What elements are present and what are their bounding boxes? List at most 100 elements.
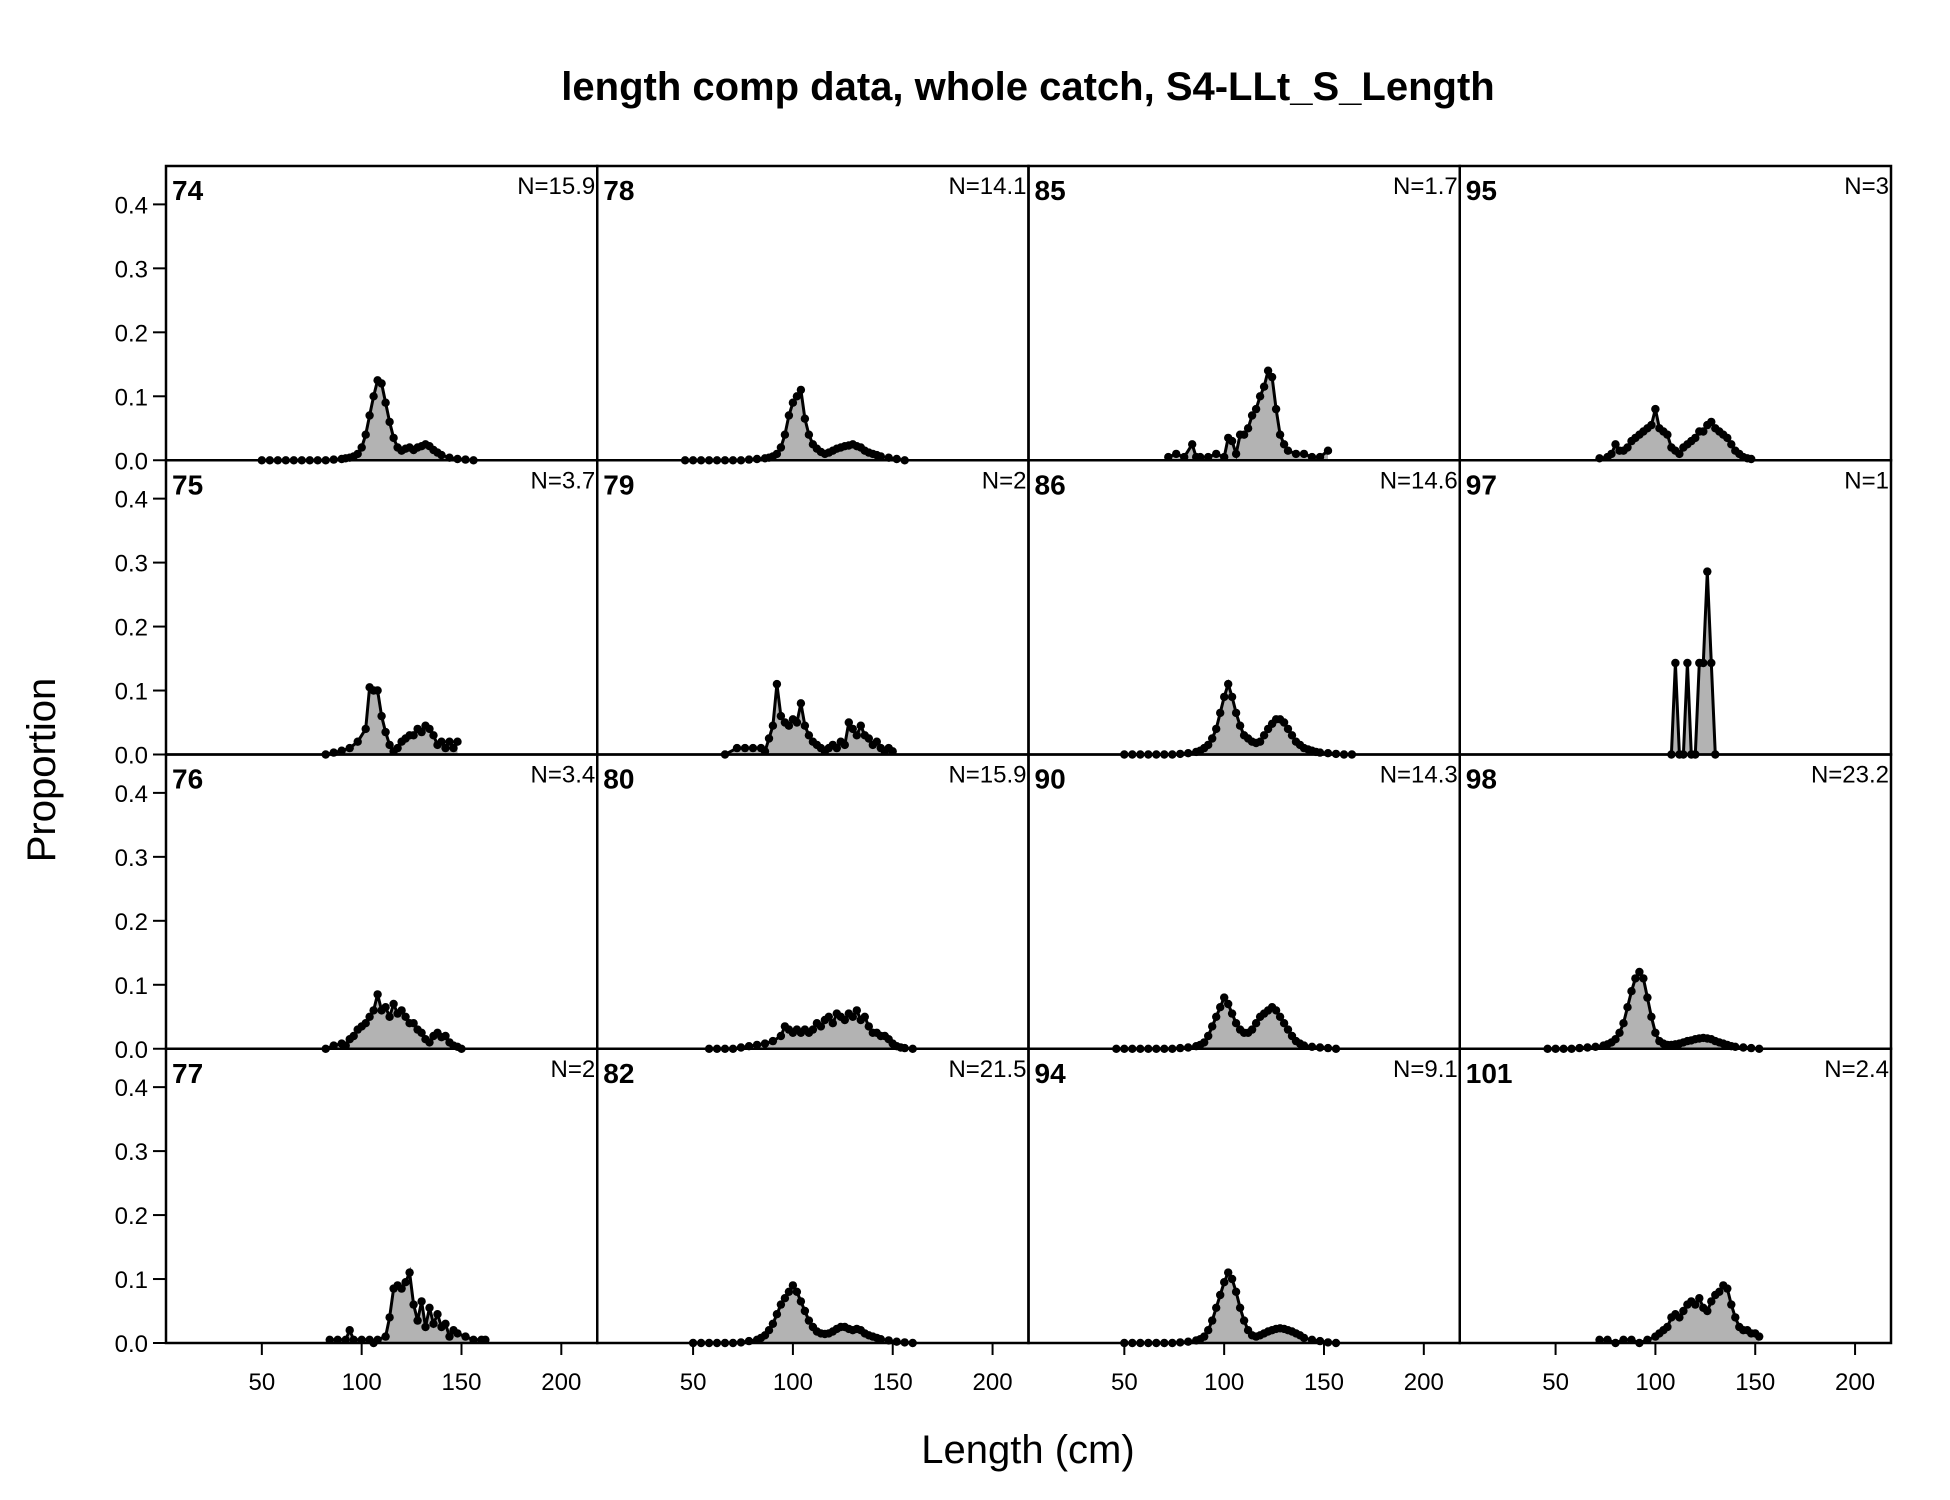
point-80 [776, 1031, 786, 1041]
area-95 [1599, 409, 1752, 461]
point-75 [441, 743, 450, 753]
point-74 [369, 392, 378, 401]
point-79 [856, 721, 865, 730]
point-77 [345, 1326, 354, 1335]
chart-title: length comp data, whole catch, S4-LLt_S_… [561, 65, 1494, 109]
point-94 [1204, 1326, 1213, 1335]
panel-82: 82 N=21.5 50 100 150 200 [596, 1047, 1030, 1396]
point-75 [393, 743, 402, 753]
point-79 [804, 731, 814, 740]
panel-97: 97 N=1 [1458, 459, 1893, 759]
point-85 [1212, 449, 1221, 459]
point-77 [401, 1278, 410, 1287]
point-94 [1224, 1268, 1233, 1277]
panel-80: 80 N=15.9 [596, 753, 1030, 1054]
panel-85: 85 N=1.7 [1027, 164, 1461, 462]
y-axis-title: Proportion [20, 678, 64, 863]
panel-frame [596, 164, 1030, 462]
point-75 [381, 727, 390, 737]
point-77 [441, 1319, 450, 1329]
point-94 [1220, 1278, 1229, 1287]
point-95 [1647, 420, 1656, 430]
x-tick-label: 100 [342, 1369, 382, 1396]
point-85 [1299, 449, 1309, 459]
point-86 [1216, 708, 1225, 718]
x-tick-label: 200 [1404, 1369, 1444, 1396]
point-79 [772, 679, 782, 689]
point-78 [804, 430, 814, 439]
panel-year-label: 85 [1035, 175, 1066, 206]
point-86 [1208, 734, 1217, 743]
area-97 [1671, 571, 1716, 755]
point-80 [848, 1012, 857, 1021]
point-101 [1703, 1306, 1712, 1316]
point-82 [780, 1294, 790, 1303]
panel-year-label: 80 [603, 764, 634, 795]
y-tick-label: 0.0 [115, 743, 148, 770]
point-101 [1707, 1297, 1716, 1306]
point-85 [1323, 446, 1333, 455]
point-78 [776, 443, 786, 452]
point-78 [784, 411, 794, 420]
panel-frame [1458, 1047, 1893, 1345]
point-78 [876, 452, 885, 461]
point-74 [437, 450, 446, 460]
panel-n-label: N=15.9 [517, 173, 595, 200]
point-82 [788, 1281, 798, 1290]
point-90 [1251, 1019, 1261, 1028]
point-85 [1188, 440, 1197, 449]
point-76 [385, 1012, 394, 1021]
panel-n-label: N=2 [982, 467, 1027, 494]
point-101 [1691, 1300, 1700, 1309]
point-85 [1263, 366, 1273, 375]
point-77 [433, 1310, 442, 1319]
panel-year-label: 76 [172, 764, 203, 795]
panel-n-label: N=1.7 [1393, 173, 1458, 200]
point-86 [1235, 721, 1245, 730]
panel-year-label: 101 [1466, 1058, 1513, 1089]
point-101 [1663, 1322, 1672, 1332]
point-79 [840, 740, 849, 750]
panel-year-label: 75 [172, 469, 203, 500]
point-86 [1224, 679, 1233, 689]
point-101 [1727, 1300, 1736, 1309]
point-79 [776, 711, 786, 721]
point-75 [385, 740, 394, 750]
area-86 [1124, 684, 1352, 755]
point-95 [1691, 433, 1700, 443]
panel-frame [596, 753, 1030, 1050]
y-tick-label: 0.2 [115, 615, 148, 642]
y-tick-label: 0.3 [115, 256, 148, 283]
point-86 [1259, 731, 1269, 740]
point-82 [768, 1319, 778, 1329]
panel-n-label: N=15.9 [948, 762, 1026, 789]
point-101 [1755, 1332, 1764, 1341]
y-tick-label: 0.1 [115, 384, 148, 411]
point-79 [844, 718, 853, 727]
point-101 [1695, 1294, 1704, 1303]
point-101 [1715, 1287, 1724, 1297]
y-tick-label: 0.4 [115, 781, 148, 808]
area-98 [1547, 972, 1760, 1049]
point-94 [1184, 1337, 1193, 1346]
panel-86: 86 N=14.6 [1027, 459, 1461, 759]
point-98 [1643, 993, 1652, 1002]
point-80 [752, 1040, 762, 1050]
point-79 [848, 724, 857, 734]
y-tick-label: 0.4 [115, 192, 148, 219]
point-86 [1227, 692, 1237, 702]
point-77 [381, 1332, 390, 1341]
panel-frame [1027, 459, 1461, 756]
y-tick-label: 0.3 [115, 845, 148, 872]
point-76 [441, 1031, 450, 1041]
point-76 [401, 1012, 410, 1021]
point-86 [1231, 708, 1241, 718]
point-74 [365, 411, 374, 420]
point-82 [804, 1316, 814, 1325]
point-74 [389, 433, 398, 443]
point-98 [1611, 1035, 1620, 1044]
x-tick-label: 150 [1304, 1369, 1344, 1396]
point-85 [1243, 424, 1253, 433]
point-75 [445, 737, 454, 746]
point-75 [353, 737, 362, 746]
